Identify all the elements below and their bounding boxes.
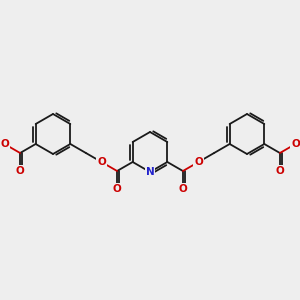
Text: O: O [97, 157, 106, 167]
Text: O: O [113, 184, 122, 194]
Text: O: O [194, 157, 203, 167]
Text: O: O [16, 166, 25, 176]
Text: O: O [291, 139, 300, 149]
Text: O: O [0, 139, 9, 149]
Text: O: O [275, 166, 284, 176]
Text: N: N [146, 167, 154, 177]
Text: O: O [178, 184, 187, 194]
